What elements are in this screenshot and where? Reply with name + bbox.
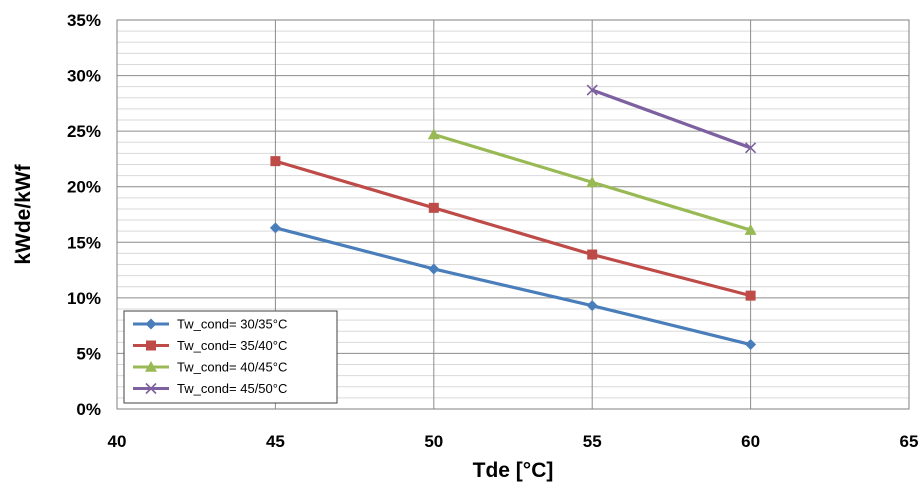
legend: Tw_cond= 30/35°C Tw_cond= 35/40°C Tw_cond=… (123, 310, 338, 404)
x-tick-label: 60 (741, 432, 760, 451)
data-point (269, 222, 281, 234)
data-point (427, 128, 440, 140)
data-point (745, 339, 757, 351)
legend-entry: Tw_cond= 30/35°C (133, 317, 287, 332)
legend-marker (145, 382, 157, 395)
y-tick-label: 20% (67, 178, 101, 197)
legend-label: Tw_cond= 35/40°C (177, 338, 287, 353)
series-layer (269, 84, 757, 351)
legend-marker (146, 340, 156, 351)
data-point (745, 142, 757, 154)
y-tick-label: 25% (67, 122, 101, 141)
legend-marker (145, 318, 157, 330)
series-line (591, 88, 752, 150)
legend-entry: Tw_cond= 45/50°C (133, 381, 287, 396)
legend-label: Tw_cond= 30/35°C (177, 317, 287, 332)
x-marker-stroke (586, 84, 598, 96)
plot-area-border (116, 19, 910, 410)
series-1 (269, 222, 757, 351)
y-axis-tick-labels: 0% 5% 10% 15% 20% 25% 30% 35% (67, 11, 101, 419)
y-tick-label: 10% (67, 289, 101, 308)
y-axis-title: kWde/kWf (12, 163, 35, 264)
legend-marker (145, 361, 157, 372)
x-tick-label: 40 (108, 432, 127, 451)
x-marker-stroke (745, 142, 757, 154)
x-axis-tick-labels: 40 45 50 55 60 65 (108, 432, 919, 451)
series-line (274, 226, 751, 347)
data-point (428, 202, 439, 213)
data-point (744, 224, 757, 235)
x-axis-title: Tde [°C] (473, 459, 554, 482)
legend-entry: Tw_cond= 35/40°C (133, 338, 287, 353)
data-point (586, 84, 598, 96)
series-2 (270, 156, 756, 301)
data-point (586, 176, 599, 188)
y-tick-label: 30% (67, 67, 101, 86)
data-point (270, 156, 281, 167)
x-tick-label: 45 (266, 432, 285, 451)
y-tick-label: 0% (76, 400, 101, 419)
data-point (428, 263, 440, 275)
legend-entry: Tw_cond= 40/45°C (133, 360, 287, 375)
series-4 (586, 84, 757, 154)
series-3 (427, 128, 757, 235)
x-marker-stroke (145, 382, 157, 395)
data-point (745, 290, 756, 301)
data-point (586, 300, 598, 312)
data-point (587, 249, 598, 260)
x-tick-label: 55 (583, 432, 602, 451)
y-tick-label: 35% (67, 11, 101, 30)
legend-label: Tw_cond= 45/50°C (177, 381, 287, 396)
y-tick-label: 15% (67, 233, 101, 252)
legend-label: Tw_cond= 40/45°C (177, 360, 287, 375)
series-line (274, 159, 752, 298)
x-tick-label: 65 (900, 432, 919, 451)
y-tick-label: 5% (76, 344, 101, 363)
x-tick-label: 50 (424, 432, 443, 451)
